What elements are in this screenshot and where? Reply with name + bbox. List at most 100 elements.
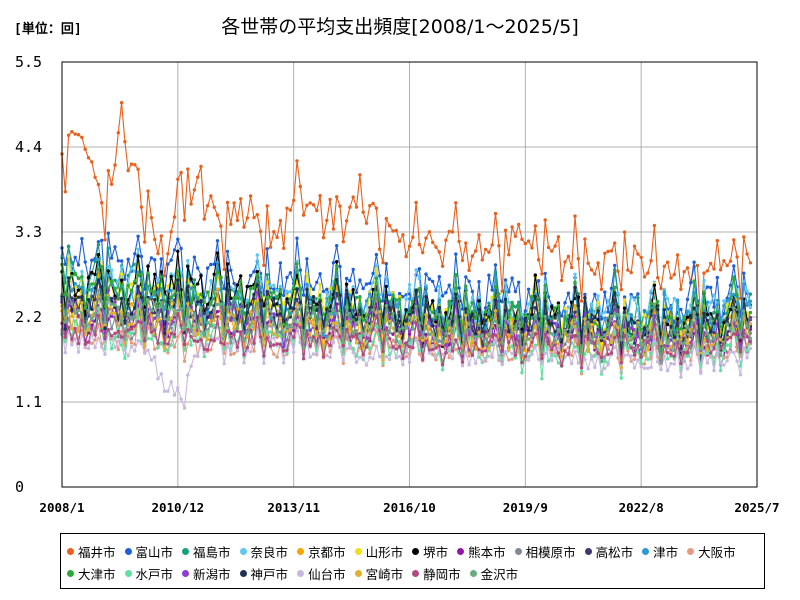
data-point bbox=[556, 361, 561, 365]
data-point bbox=[483, 247, 488, 252]
data-point bbox=[325, 353, 329, 358]
data-point bbox=[732, 275, 736, 279]
data-point bbox=[589, 354, 594, 358]
data-point bbox=[718, 368, 723, 373]
data-point bbox=[570, 314, 574, 319]
data-point bbox=[669, 324, 673, 328]
data-point bbox=[371, 327, 375, 332]
data-point bbox=[391, 345, 395, 349]
data-point bbox=[235, 296, 240, 300]
data-point bbox=[371, 308, 375, 312]
data-point bbox=[209, 338, 213, 342]
data-point bbox=[394, 355, 398, 359]
data-point bbox=[205, 338, 210, 342]
data-point bbox=[434, 355, 438, 359]
data-point bbox=[265, 280, 269, 284]
data-point bbox=[387, 330, 392, 334]
data-point bbox=[596, 261, 600, 265]
data-point bbox=[119, 338, 124, 343]
data-point bbox=[394, 298, 398, 302]
data-point bbox=[662, 329, 666, 333]
data-point bbox=[507, 348, 511, 352]
data-point bbox=[603, 310, 607, 315]
data-point bbox=[732, 332, 736, 336]
data-point bbox=[76, 284, 81, 289]
data-point bbox=[308, 314, 312, 319]
data-point bbox=[374, 206, 379, 210]
data-point bbox=[229, 305, 233, 309]
data-point bbox=[285, 297, 289, 301]
data-point bbox=[354, 318, 359, 322]
data-point bbox=[361, 286, 365, 291]
data-point bbox=[80, 301, 84, 305]
data-point bbox=[371, 357, 375, 361]
data-point bbox=[636, 252, 640, 256]
data-point bbox=[563, 301, 567, 305]
data-point bbox=[530, 306, 534, 310]
data-point bbox=[136, 270, 140, 274]
data-point bbox=[119, 296, 124, 301]
data-point bbox=[176, 386, 180, 390]
data-point bbox=[186, 306, 190, 311]
data-point bbox=[255, 269, 259, 274]
data-point bbox=[745, 348, 749, 353]
data-point bbox=[722, 259, 726, 263]
data-point bbox=[146, 348, 150, 352]
data-point bbox=[417, 242, 422, 247]
data-point bbox=[364, 282, 369, 286]
data-point bbox=[404, 319, 408, 323]
data-point bbox=[139, 254, 144, 259]
data-point bbox=[381, 260, 385, 265]
data-point bbox=[374, 344, 379, 348]
data-point bbox=[669, 316, 673, 320]
data-point bbox=[129, 317, 134, 321]
data-point bbox=[679, 287, 683, 291]
data-point bbox=[248, 286, 253, 291]
data-point bbox=[119, 329, 124, 334]
data-point bbox=[106, 273, 111, 278]
data-point bbox=[639, 355, 643, 359]
data-point bbox=[318, 315, 322, 319]
data-point bbox=[129, 344, 134, 349]
data-point bbox=[702, 278, 706, 283]
data-point bbox=[629, 354, 633, 358]
data-point bbox=[179, 306, 183, 311]
legend-label: 熊本市 bbox=[468, 544, 506, 560]
data-point bbox=[722, 345, 726, 350]
data-point bbox=[626, 268, 630, 272]
data-point bbox=[421, 338, 425, 342]
data-point bbox=[146, 271, 150, 275]
data-point bbox=[272, 322, 276, 326]
legend-item: 奈良市 bbox=[239, 540, 288, 562]
data-point bbox=[295, 259, 299, 263]
data-point bbox=[90, 160, 94, 164]
data-point bbox=[444, 290, 448, 295]
data-point bbox=[715, 349, 719, 353]
data-point bbox=[205, 320, 210, 325]
data-point bbox=[748, 305, 753, 310]
data-point bbox=[401, 356, 405, 361]
data-point bbox=[66, 325, 71, 329]
data-point bbox=[431, 299, 435, 303]
data-point bbox=[437, 250, 441, 254]
data-point bbox=[517, 280, 521, 284]
data-point bbox=[361, 210, 365, 214]
data-point bbox=[288, 311, 293, 315]
data-point bbox=[507, 300, 511, 304]
data-point bbox=[546, 245, 551, 250]
data-point bbox=[497, 324, 501, 328]
data-point bbox=[76, 276, 81, 281]
data-point bbox=[460, 364, 465, 368]
data-point bbox=[348, 341, 352, 346]
data-point bbox=[414, 316, 418, 320]
data-point bbox=[679, 361, 683, 366]
data-point bbox=[457, 333, 461, 338]
data-point bbox=[239, 280, 243, 284]
data-point bbox=[63, 335, 67, 339]
data-point bbox=[748, 299, 753, 303]
data-point bbox=[570, 321, 574, 325]
data-point bbox=[705, 269, 710, 273]
data-point bbox=[454, 292, 458, 296]
data-point bbox=[407, 341, 412, 346]
data-point bbox=[411, 346, 415, 350]
